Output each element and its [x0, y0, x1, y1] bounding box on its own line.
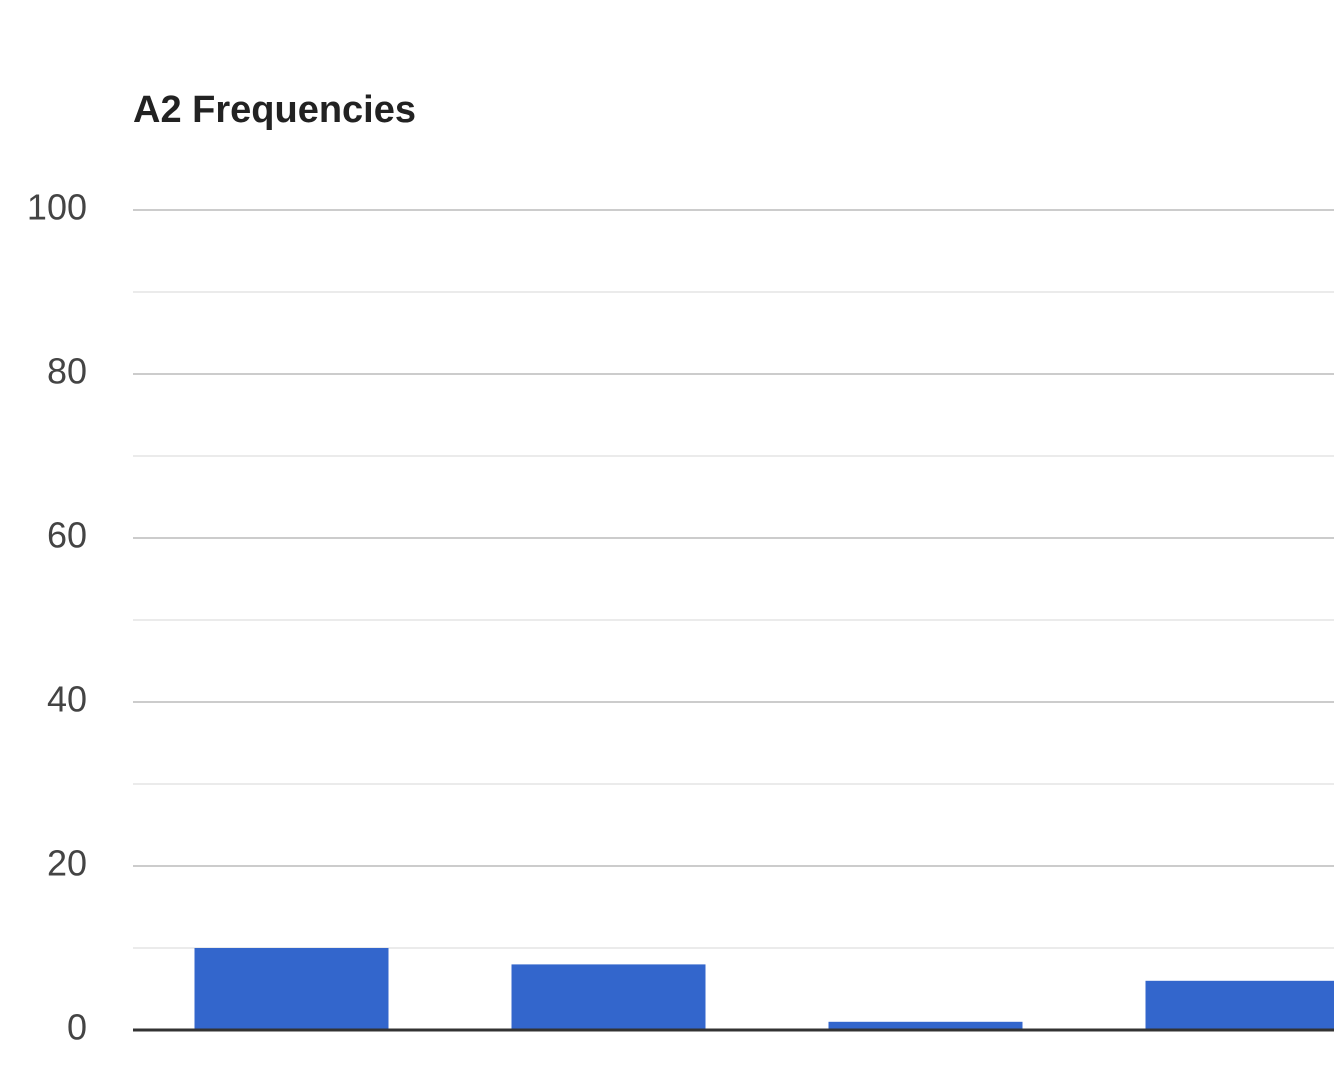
- bar: [194, 948, 389, 1030]
- y-tick-label: 20: [47, 843, 87, 884]
- chart-title: A2 Frequencies: [133, 89, 416, 131]
- y-tick-label: 0: [67, 1007, 87, 1048]
- bar: [828, 1021, 1023, 1030]
- y-tick-label: 40: [47, 679, 87, 720]
- y-tick-label: 80: [47, 351, 87, 392]
- bar: [511, 964, 706, 1030]
- y-tick-label: 60: [47, 515, 87, 556]
- bar: [1145, 980, 1334, 1030]
- y-tick-label: 100: [27, 187, 87, 228]
